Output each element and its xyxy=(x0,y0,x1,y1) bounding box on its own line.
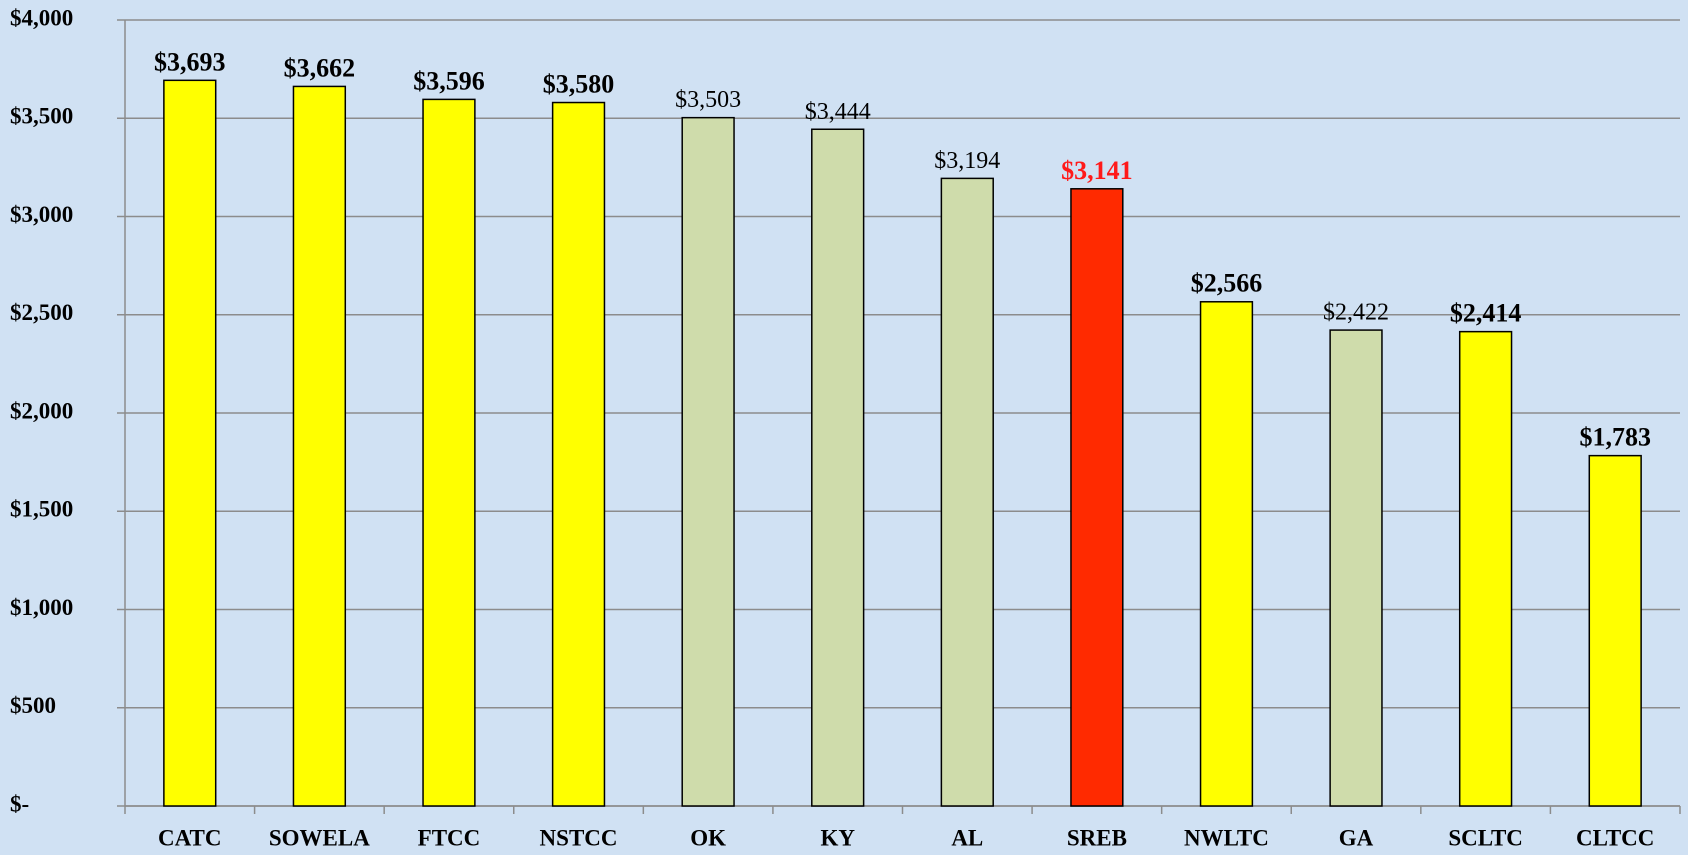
bar xyxy=(1458,330,1513,807)
value-label: $3,580 xyxy=(543,69,615,98)
value-label: $3,141 xyxy=(1061,156,1133,185)
value-label: $3,662 xyxy=(284,53,356,82)
value-label: $3,693 xyxy=(154,47,226,76)
x-tick-label: SCLTC xyxy=(1448,825,1523,850)
x-tick-label: OK xyxy=(690,825,726,850)
bar xyxy=(551,101,606,807)
x-tick-label: NWLTC xyxy=(1184,825,1269,850)
x-tick-label: GA xyxy=(1339,825,1374,850)
bar xyxy=(811,128,865,807)
x-tick-label: SREB xyxy=(1067,825,1127,850)
bar xyxy=(1199,301,1254,807)
x-tick-label: CLTCC xyxy=(1576,825,1654,850)
y-tick-label: $2,000 xyxy=(10,398,73,423)
y-tick-label: $500 xyxy=(10,693,56,718)
x-tick-label: SOWELA xyxy=(269,825,370,850)
value-label: $1,783 xyxy=(1579,423,1651,452)
value-label: $3,194 xyxy=(934,148,1000,174)
y-tick-label: $1,500 xyxy=(10,497,73,522)
bar xyxy=(1329,329,1383,807)
y-tick-label: $4,000 xyxy=(10,5,73,30)
x-tick-label: AL xyxy=(951,825,983,850)
x-tick-label: NSTCC xyxy=(540,825,618,850)
x-tick-label: FTCC xyxy=(418,825,481,850)
bar xyxy=(681,116,735,807)
value-label: $2,414 xyxy=(1450,299,1522,328)
y-tick-label: $2,500 xyxy=(10,300,73,325)
bar xyxy=(940,177,994,807)
y-tick-label: $- xyxy=(10,791,29,816)
y-tick-label: $3,500 xyxy=(10,104,73,129)
y-tick-label: $1,000 xyxy=(10,595,73,620)
value-label: $3,596 xyxy=(413,66,485,95)
bar xyxy=(163,79,217,807)
x-tick-label: KY xyxy=(820,825,855,850)
value-label: $2,422 xyxy=(1323,300,1389,326)
bar xyxy=(292,85,347,807)
bar xyxy=(1588,454,1642,807)
y-tick-label: $3,000 xyxy=(10,202,73,227)
value-label: $2,566 xyxy=(1191,269,1263,298)
x-tick-label: CATC xyxy=(158,825,221,850)
bar xyxy=(422,98,476,807)
value-label: $3,503 xyxy=(675,87,741,113)
bar xyxy=(1070,188,1124,807)
value-label: $3,444 xyxy=(805,99,871,125)
